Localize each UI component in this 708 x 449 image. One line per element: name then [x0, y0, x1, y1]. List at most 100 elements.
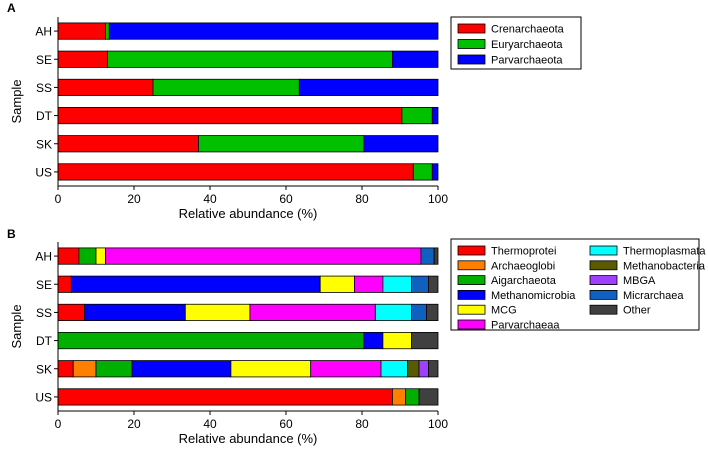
legend-entry: Thermoprotei: [491, 246, 556, 258]
legend-entry: Archaeoglobi: [491, 260, 555, 272]
y-tick-label: US: [35, 390, 52, 404]
legend-entry: Thermoplasmata: [623, 246, 706, 258]
bar-segment-us-parvarchaeota: [431, 163, 439, 181]
legend-swatch: [457, 275, 486, 286]
y-tick-label: DT: [36, 109, 53, 123]
bar-segment-sk-archaeoglobi: [72, 360, 97, 378]
legend-swatch: [457, 54, 486, 65]
legend-entry: Aigarchaeota: [491, 275, 557, 287]
bar-segment-se-micrarchaea: [410, 275, 429, 293]
y-tick-label: SE: [36, 53, 52, 67]
legend-swatch: [457, 23, 486, 34]
x-axis-title: Relative abundance (%): [179, 206, 318, 221]
bar-segment-us-other: [418, 388, 439, 406]
legend-swatch: [457, 260, 486, 271]
legend-swatch: [589, 275, 618, 286]
legend-swatch: [457, 304, 486, 315]
legend: Thermoprotei Archaeoglobi Aigarchaeota Meth…: [450, 238, 706, 332]
legend-swatch: [457, 245, 486, 256]
legend-swatch: [589, 245, 618, 256]
bar-segment-ah-parvarchaeota: [108, 22, 439, 40]
bar-segment-sk-crenarchaeota: [57, 135, 200, 153]
legend-swatch: [589, 304, 618, 315]
x-tick-label: 20: [127, 192, 141, 206]
legend-box: [450, 238, 700, 331]
x-tick-label: 80: [355, 417, 369, 431]
bar-segment-dt-mcg: [382, 332, 412, 350]
bar-segment-sk-methanobacteria: [407, 360, 420, 378]
y-tick-label: SK: [36, 137, 52, 151]
x-tick-label: 20: [127, 417, 141, 431]
bar-segment-sk-methanomicrobia: [131, 360, 232, 378]
y-tick-label: AH: [35, 25, 52, 39]
x-tick-label: 100: [428, 417, 448, 431]
bar-segment-us-crenarchaeota: [57, 163, 414, 181]
x-tick-label: 60: [279, 417, 293, 431]
bar-segment-ah-aigarchaeota: [78, 247, 97, 265]
bar-segment-ss-euryarchaeota: [152, 78, 300, 96]
legend-swatch: [457, 289, 486, 300]
x-tick-label: 80: [355, 192, 369, 206]
bar-segment-sk-parvarchaeota: [363, 135, 439, 153]
legend-entry: Micrarchaea: [623, 290, 684, 302]
bar-segment-se-crenarchaeota: [57, 50, 108, 68]
legend-entry: Other: [623, 305, 651, 317]
bar-segment-se-thermoprotei: [57, 275, 72, 293]
bar-segment-ah-mcg: [95, 247, 106, 265]
x-axis-title: Relative abundance (%): [179, 431, 318, 446]
legend-swatch: [589, 260, 618, 271]
bar-segment-us-thermoprotei: [57, 388, 393, 406]
bar-segment-se-other: [428, 275, 439, 293]
legend-entry: Methanomicrobia: [491, 290, 576, 302]
legend-entry: Parvarchaeaa: [491, 320, 560, 332]
bar-segment-dt-parvarchaeota: [431, 107, 439, 125]
x-tick-label: 60: [279, 192, 293, 206]
bar-segment-ss-thermoprotei: [57, 303, 86, 321]
legend-entry: MCG: [491, 305, 517, 317]
bar-segment-se-mcg: [319, 275, 355, 293]
y-tick-label: SK: [36, 362, 52, 376]
bar-segment-dt-euryarchaeota: [401, 107, 433, 125]
legend-entry: Parvarchaeota: [491, 55, 563, 67]
bar-segment-dt-other: [410, 332, 439, 350]
bar-segment-ss-micrarchaea: [410, 303, 427, 321]
y-tick-label: SS: [36, 306, 52, 320]
y-axis-title: Sample: [9, 79, 24, 123]
bar-segment-ah-other: [433, 247, 439, 265]
bar-segment-ss-methanomicrobia: [84, 303, 186, 321]
x-tick-label: 40: [203, 417, 217, 431]
legend-swatch: [457, 39, 486, 49]
bar-segment-ah-crenarchaeota: [57, 22, 106, 40]
legend-swatch: [589, 289, 618, 300]
bar-segment-dt-aigarchaeota: [57, 332, 365, 350]
chart-panel-b: AH SE SS DT SK US0 20 40 60 80 100 Relative abundan…: [7, 227, 706, 446]
bar-segment-sk-parvarchaeaa: [310, 360, 382, 378]
chart-panel-a: AH SE SS DT SK US0 20 40 60 80 100 Relative abundan…: [7, 1, 582, 221]
y-tick-label: SS: [36, 81, 52, 95]
bar-segment-sk-aigarchaeota: [95, 360, 133, 378]
panel-label: A: [7, 1, 16, 15]
bar-segment-se-methanomicrobia: [70, 275, 321, 293]
y-tick-label: DT: [36, 334, 53, 348]
legend: Crenarchaeota Euryarchaeota Parvarchaeota: [450, 16, 582, 70]
x-tick-label: 100: [428, 192, 448, 206]
panel-label: B: [7, 227, 16, 241]
bar-segment-sk-thermoplasmata: [380, 360, 409, 378]
bar-segment-ss-parvarchaeaa: [249, 303, 376, 321]
legend-entry: Crenarchaeota: [491, 24, 565, 36]
bar-segment-us-archaeoglobi: [391, 388, 407, 406]
legend-entry: Euryarchaeota: [491, 39, 563, 51]
x-tick-label: 0: [55, 417, 62, 431]
y-tick-label: AH: [35, 250, 52, 264]
bar-segment-ah-micrarchaea: [420, 247, 435, 265]
legend-entry: MBGA: [623, 275, 656, 287]
bar-segment-ah-thermoprotei: [57, 247, 80, 265]
bar-segment-sk-thermoprotei: [57, 360, 74, 378]
bar-segment-sk-other: [428, 360, 439, 378]
bar-segment-sk-mbga: [418, 360, 429, 378]
bar-segment-ss-parvarchaeota: [298, 78, 439, 96]
x-tick-label: 0: [55, 192, 62, 206]
bar-segment-us-euryarchaeota: [412, 163, 433, 181]
y-tick-label: US: [35, 165, 52, 179]
